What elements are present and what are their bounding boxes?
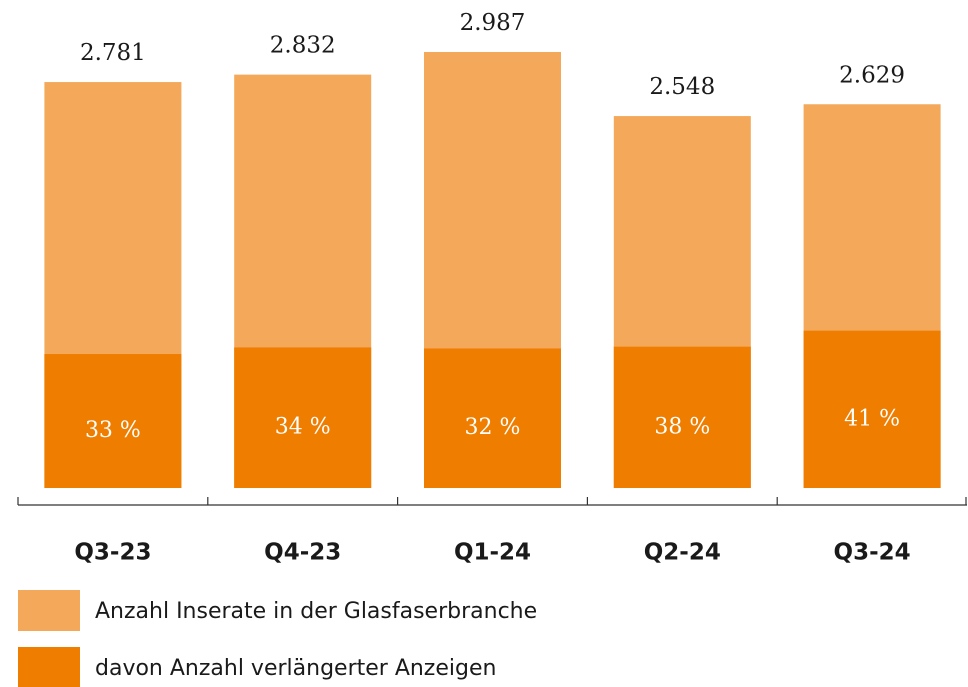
legend-label: davon Anzahl verlängerter Anzeigen [95,656,496,681]
bar-share [613,346,751,488]
total-label: 2.629 [839,62,905,88]
x-tick-label: Q3-23 [74,540,151,566]
bar-share [44,354,182,488]
bar-share [803,330,941,488]
share-label: 32 % [465,415,521,440]
total-label: 2.832 [270,33,336,59]
total-label: 2.781 [80,40,146,66]
total-label: 2.548 [649,74,715,100]
x-tick-label: Q2-24 [644,540,721,566]
x-tick-label: Q3-24 [834,540,911,566]
share-label: 38 % [654,414,710,439]
share-label: 41 % [844,406,900,431]
legend-swatch [18,590,80,631]
x-tick-label: Q1-24 [454,540,531,566]
share-label: 33 % [85,418,141,443]
total-label: 2.987 [460,10,526,36]
bar-share [234,347,372,488]
bar-share [424,348,561,488]
legend-label: Anzahl Inserate in der Glasfaserbranche [95,599,537,624]
share-label: 34 % [275,415,331,440]
legend-swatch [18,647,80,687]
x-tick-label: Q4-23 [264,540,341,566]
